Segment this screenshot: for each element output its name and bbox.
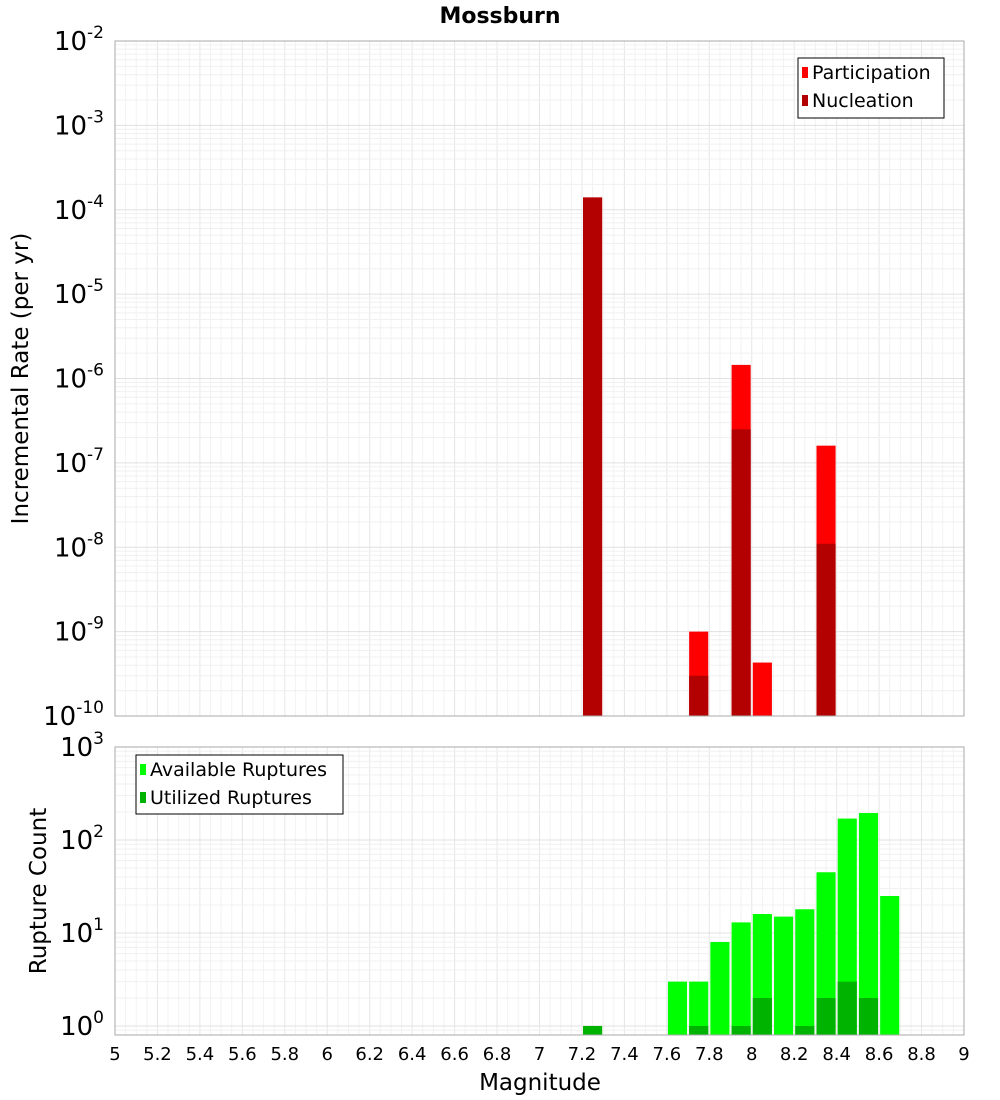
bar-secondary (689, 1025, 709, 1035)
bar-secondary (689, 675, 709, 716)
y-ticks: 10-10 10-9 10-8 10-7 10-6 10-5 10-4 10-3 10-2 (43, 23, 104, 732)
x-tick-label: 5.6 (228, 1044, 257, 1065)
bar-secondary (816, 543, 836, 716)
bottom-panel: 100 101 102 103 Rupture Count 5 5.2 5.4 5.6 5.8 6 6… (26, 729, 970, 1065)
x-tick-label: 6 (322, 1044, 333, 1065)
y-tick-label: 102 (60, 822, 104, 856)
x-tick-label: 9 (958, 1044, 969, 1065)
y-tick-label: 103 (60, 729, 104, 763)
legend-swatch (140, 764, 146, 775)
plot-frame (114, 40, 965, 717)
bar-secondary (837, 981, 857, 1035)
x-tick-label: 6.8 (483, 1044, 512, 1065)
x-tick-label: 6.2 (355, 1044, 384, 1065)
x-tick-label: 8.4 (822, 1044, 851, 1065)
x-tick-label: 5 (109, 1044, 120, 1065)
grid (114, 40, 965, 717)
legend-swatch (802, 95, 808, 106)
y-ticks: 100 101 102 103 (60, 729, 104, 1042)
bar-secondary (752, 997, 772, 1035)
chart-title: Mossburn (439, 4, 560, 29)
legend-swatch (802, 67, 808, 78)
y-tick-label: 10-7 (54, 445, 104, 479)
x-tick-label: 7.6 (653, 1044, 682, 1065)
x-tick-label: 8.6 (865, 1044, 894, 1065)
grid (114, 746, 965, 1036)
bar-secondary (795, 1025, 815, 1035)
bar-secondary (583, 197, 603, 717)
bar-primary (774, 916, 794, 1035)
bar-primary (816, 872, 836, 1035)
legend-label: Available Ruptures (150, 759, 327, 781)
bar-primary (689, 981, 709, 1035)
legend-label: Nucleation (812, 90, 914, 112)
y-tick-label: 10-2 (54, 23, 104, 57)
legend: Participation Nucleation (797, 57, 945, 119)
x-tick-label: 7.8 (695, 1044, 724, 1065)
x-tick-label: 5.8 (270, 1044, 299, 1065)
bar-secondary (816, 997, 836, 1035)
y-tick-label: 10-5 (54, 276, 104, 310)
y-tick-label: 100 (60, 1008, 104, 1042)
bar-primary (731, 922, 751, 1035)
x-tick-label: 6.4 (398, 1044, 427, 1065)
x-tick-label: 7 (534, 1044, 545, 1065)
x-tick-label: 5.2 (143, 1044, 172, 1065)
y-axis-label: Incremental Rate (per yr) (8, 233, 34, 525)
bar-secondary (583, 1025, 603, 1035)
legend-swatch (140, 792, 146, 803)
x-tick-label: 8.8 (907, 1044, 936, 1065)
bar-primary (858, 813, 879, 1035)
legend-box (135, 754, 344, 815)
bars (583, 197, 836, 717)
bar-primary (667, 981, 688, 1035)
y-tick-label: 10-3 (54, 107, 104, 141)
y-axis-label: Rupture Count (26, 808, 52, 974)
bar-secondary (731, 1025, 751, 1035)
y-tick-label: 101 (60, 915, 104, 949)
legend: Available Ruptures Utilized Ruptures (135, 754, 344, 815)
bar-secondary (858, 997, 879, 1035)
bar-primary (880, 895, 900, 1035)
plot-frame (114, 746, 965, 1036)
bar-primary (752, 662, 772, 716)
x-axis-label: Magnitude (479, 1070, 601, 1096)
y-tick-label: 10-9 (54, 614, 104, 648)
bar-primary (710, 942, 730, 1035)
x-ticks: 5 5.2 5.4 5.6 5.8 6 6.2 6.4 6.6 6.8 7 7.2 7.4 7.6 7.8 8… (109, 1044, 969, 1065)
x-tick-label: 8 (746, 1044, 757, 1065)
x-tick-label: 7.4 (610, 1044, 639, 1065)
top-panel: 10-10 10-9 10-8 10-7 10-6 10-5 10-4 10-3 10-2 Inc… (8, 23, 965, 732)
bar-secondary (731, 429, 751, 716)
legend-label: Participation (812, 62, 931, 84)
x-tick-label: 6.6 (440, 1044, 469, 1065)
x-tick-label: 5.4 (186, 1044, 215, 1065)
y-tick-label: 10-10 (43, 698, 104, 732)
x-tick-label: 7.2 (568, 1044, 597, 1065)
legend-label: Utilized Ruptures (150, 787, 312, 809)
bars (583, 813, 900, 1035)
bar-primary (795, 909, 815, 1035)
x-tick-label: 8.2 (780, 1044, 809, 1065)
y-tick-label: 10-4 (54, 192, 104, 226)
bar-primary (837, 818, 857, 1035)
y-tick-label: 10-6 (54, 361, 104, 395)
legend-box (797, 57, 945, 119)
y-tick-label: 10-8 (54, 529, 104, 563)
